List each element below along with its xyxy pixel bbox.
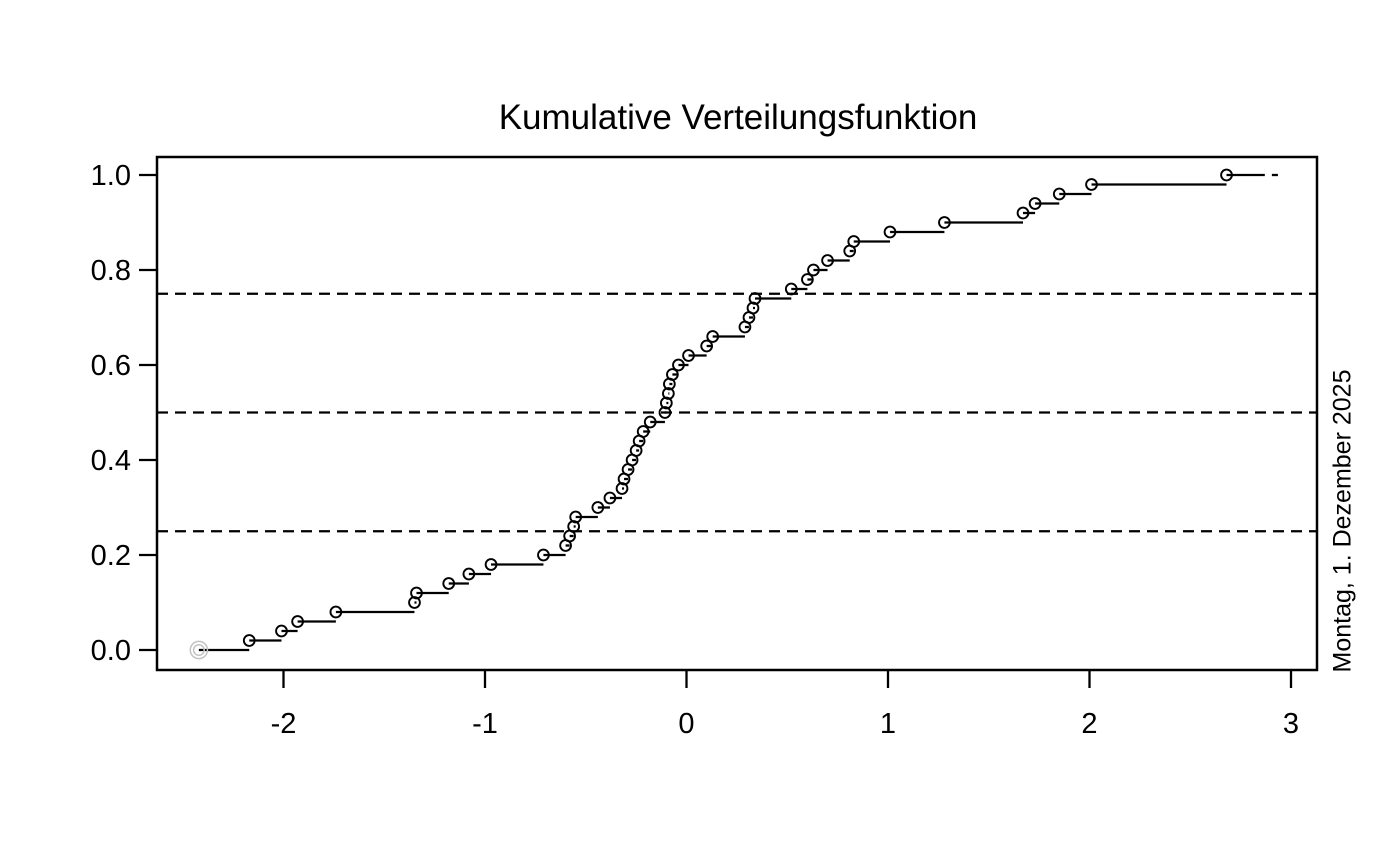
data-point: [706, 330, 720, 343]
data-point: [1028, 197, 1042, 210]
data-point: [591, 501, 605, 514]
data-point: [442, 577, 456, 590]
y-tick-label: 0.6: [91, 350, 131, 382]
y-tick-label: 0.4: [91, 445, 131, 477]
y-tick-label: 1.0: [91, 160, 131, 192]
data-point: [537, 548, 550, 562]
data-point: [1085, 178, 1098, 191]
data-point: [662, 387, 675, 400]
x-tick-label: -1: [472, 708, 498, 740]
date-annotation: Montag, 1. Dezember 2025: [1328, 369, 1357, 673]
data-point: [784, 282, 798, 296]
x-tick-label: 2: [1081, 708, 1097, 740]
x-tick-label: -2: [271, 708, 297, 740]
data-point: [748, 292, 762, 305]
data-point: [821, 254, 834, 267]
data-point: [410, 586, 423, 600]
data-point: [1052, 187, 1066, 201]
y-tick-label: 0.2: [91, 540, 131, 572]
data-point: [242, 634, 256, 647]
data-point: [682, 349, 695, 362]
data-point: [700, 339, 714, 353]
data-point: [672, 358, 685, 372]
data-point: [636, 425, 650, 438]
data-point: [807, 263, 820, 277]
data-point: [666, 368, 679, 381]
x-tick-label: 0: [678, 708, 694, 740]
y-tick-label: 0.0: [91, 635, 131, 667]
data-point: [883, 225, 897, 239]
x-tick-label: 3: [1283, 708, 1299, 740]
data-point: [1220, 168, 1233, 182]
start-marker-outer-ring: [189, 640, 209, 660]
chart-title: Kumulative Verteilungsfunktion: [498, 98, 978, 137]
data-point: [658, 406, 672, 419]
data-point: [569, 510, 583, 524]
data-point: [329, 605, 343, 619]
data-point: [847, 235, 861, 248]
data-point: [1016, 206, 1030, 220]
data-point: [801, 273, 814, 286]
data-point: [462, 567, 476, 581]
data-point: [603, 491, 617, 505]
data-point: [938, 216, 951, 229]
x-tick-label: 1: [880, 708, 896, 740]
start-marker-inner-ring: [192, 643, 205, 657]
data-point: [643, 415, 657, 429]
y-tick-label: 0.8: [91, 255, 131, 287]
data-point: [275, 624, 288, 638]
data-point: [291, 615, 304, 628]
data-point: [484, 558, 498, 571]
plot-border: [155, 155, 1319, 672]
